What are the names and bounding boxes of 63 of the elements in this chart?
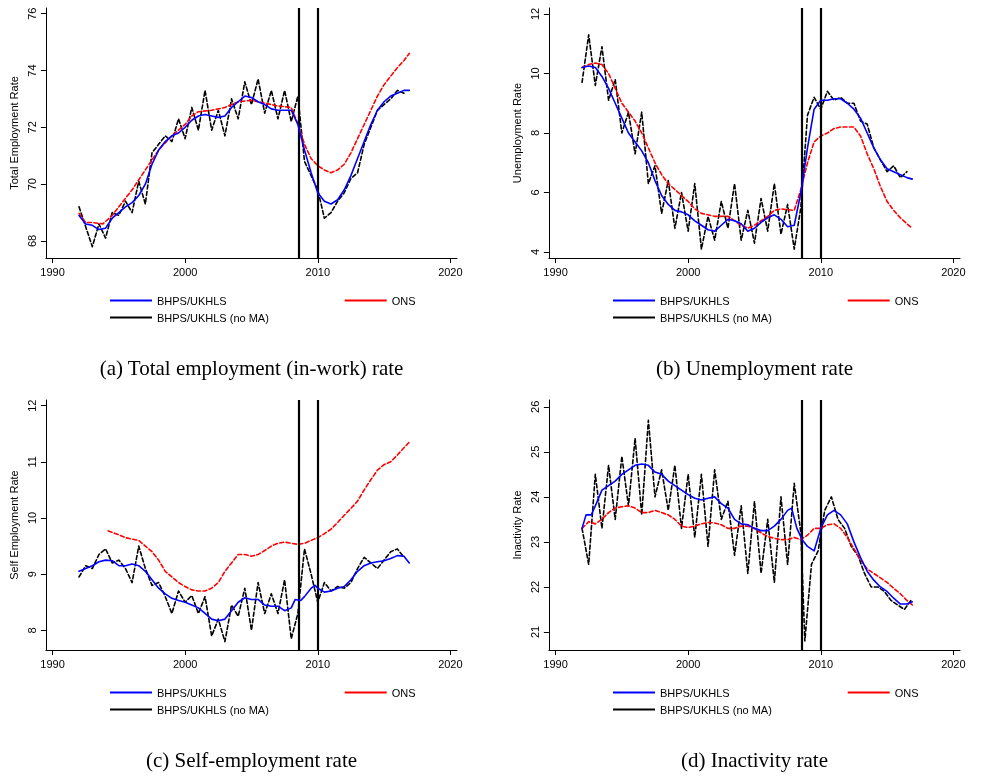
y-tick-label: 26 (529, 400, 542, 413)
legend-label: BHPS/UKHLS (157, 686, 227, 699)
y-tick-label: 12 (529, 7, 542, 21)
y-tick-label: 9 (26, 571, 39, 578)
y-tick-label: 10 (529, 67, 542, 80)
x-tick-label: 2010 (808, 657, 833, 670)
y-tick-label: 4 (529, 248, 542, 256)
y-tick-label: 25 (529, 445, 542, 458)
legend-label: BHPS/UKHLS (no MA) (660, 703, 772, 716)
text: (a) Total employment (in-work) rate (99, 355, 404, 380)
legend-label: ONS (894, 294, 919, 307)
legend-label: BHPS/UKHLS (660, 294, 730, 307)
text: (d) Inactivity rate (681, 747, 828, 772)
x-tick-label: 2020 (438, 265, 463, 278)
legend-label: BHPS/UKHLS (157, 294, 227, 307)
legend-label: BHPS/UKHLS (no MA) (157, 311, 269, 324)
x-tick-label: 1990 (543, 265, 568, 278)
x-tick-label: 2010 (808, 265, 833, 278)
legend-label: BHPS/UKHLS (no MA) (157, 703, 269, 716)
line-series (78, 554, 411, 622)
x-tick-label: 2010 (305, 657, 330, 670)
y-tick-label: 76 (26, 7, 39, 20)
y-tick-label: 8 (26, 627, 39, 634)
legend-label: BHPS/UKHLS (no MA) (660, 311, 772, 324)
line-series (581, 505, 914, 606)
text: (b) Unemployment rate (655, 355, 854, 380)
x-tick-label: 2010 (305, 265, 330, 278)
y-tick-label: 72 (26, 121, 39, 134)
line-series (78, 52, 411, 225)
legend-label: ONS (391, 294, 416, 307)
y-axis-title: Self Employment Rate (7, 470, 20, 580)
y-tick-label: 24 (529, 490, 542, 503)
y-axis-title: Unemployment Rate (510, 82, 523, 184)
x-tick-label: 2000 (675, 265, 701, 278)
y-tick-label: 70 (26, 178, 39, 191)
legend-label: ONS (391, 686, 416, 699)
y-tick-label: 74 (26, 64, 39, 77)
y-tick-label: 8 (529, 129, 542, 137)
y-tick-label: 6 (529, 189, 542, 196)
y-tick-label: 12 (26, 399, 39, 412)
x-tick-label: 1990 (40, 657, 65, 670)
x-tick-label: 2000 (675, 657, 701, 670)
x-tick-label: 2020 (438, 657, 463, 670)
line-series (78, 89, 411, 231)
x-tick-label: 2020 (941, 265, 966, 278)
y-axis-title: Inactivity Rate (510, 490, 523, 560)
y-tick-label: 21 (529, 625, 542, 639)
x-tick-label: 2000 (172, 265, 198, 278)
y-tick-label: 23 (529, 535, 542, 549)
x-tick-label: 1990 (543, 657, 568, 670)
y-axis-title: Total Employment Rate (7, 76, 20, 190)
y-tick-label: 11 (26, 456, 39, 468)
y-tick-label: 68 (26, 234, 39, 248)
x-tick-label: 1990 (40, 265, 65, 278)
y-tick-label: 10 (26, 511, 39, 525)
legend-label: BHPS/UKHLS (660, 686, 730, 699)
legend-label: ONS (894, 686, 919, 699)
line-series (581, 463, 914, 605)
line-series (107, 441, 411, 592)
x-tick-label: 2020 (941, 657, 966, 670)
text: (c) Self-employment rate (145, 747, 358, 772)
y-tick-label: 22 (529, 580, 542, 594)
x-tick-label: 2000 (172, 657, 198, 670)
